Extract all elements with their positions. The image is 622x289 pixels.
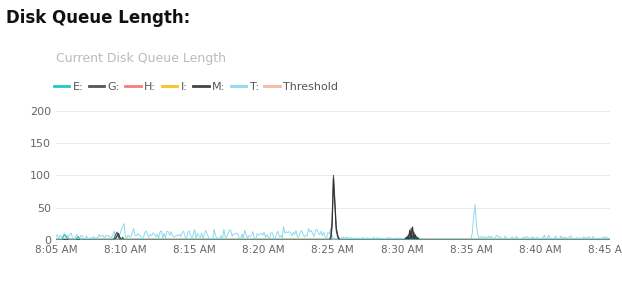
Text: Current Disk Queue Length: Current Disk Queue Length [56,52,226,65]
Text: Disk Queue Length:: Disk Queue Length: [6,9,190,27]
Legend: E:, G:, H:, I:, M:, T:, Threshold: E:, G:, H:, I:, M:, T:, Threshold [49,78,343,97]
